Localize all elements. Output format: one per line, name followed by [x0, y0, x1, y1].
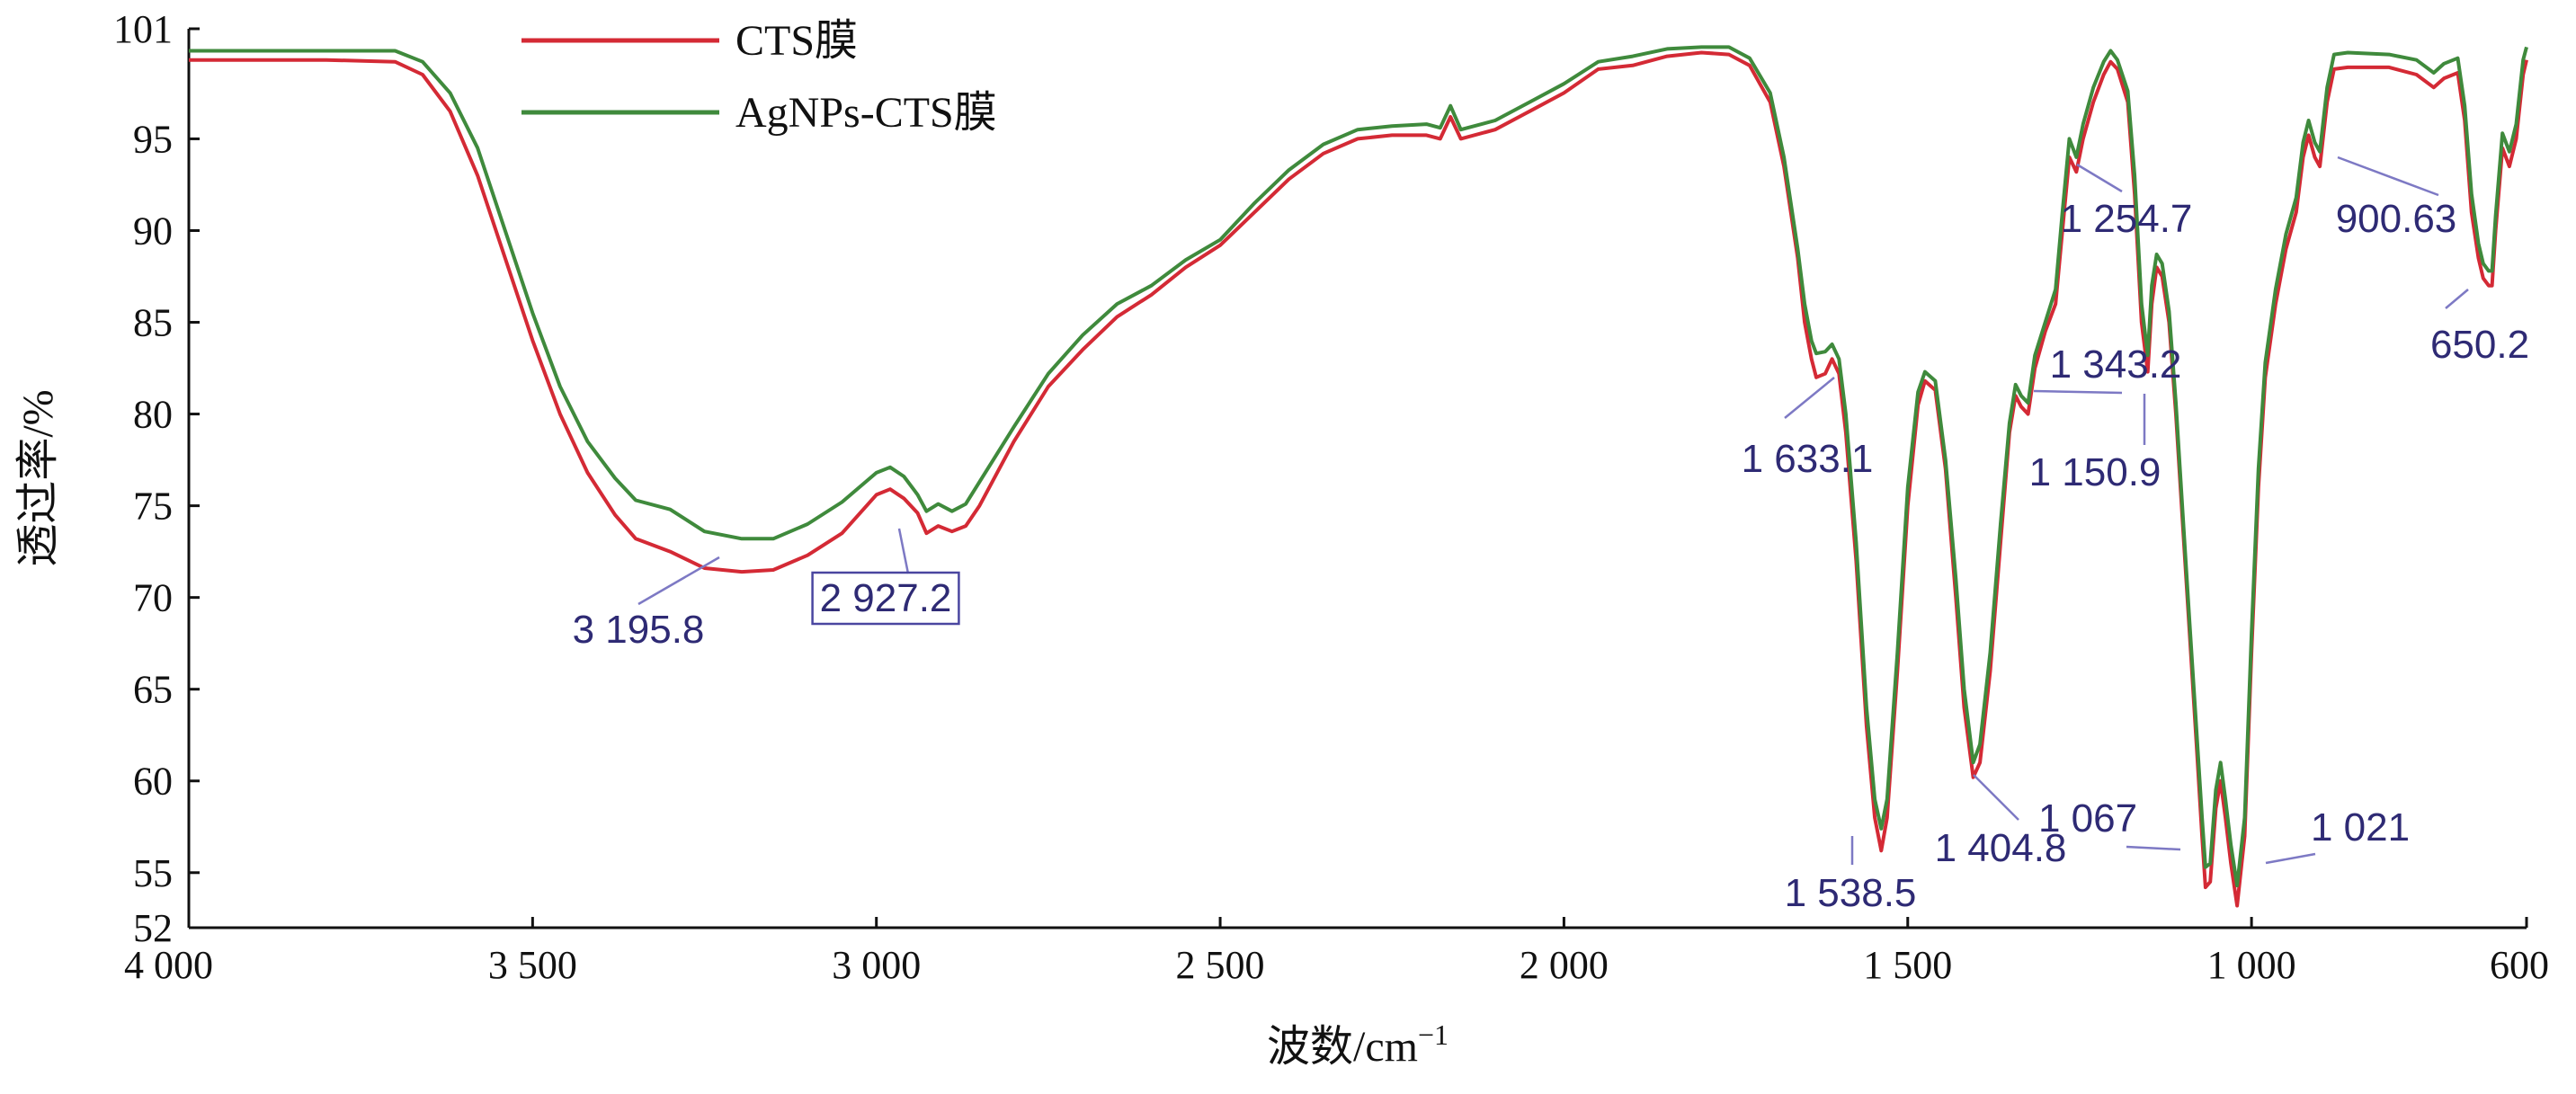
annotation-label-9: 1 067 — [2038, 796, 2137, 841]
series-layer — [189, 45, 2528, 908]
x-tick-label: 600 — [2490, 943, 2549, 987]
annotation-label-4: 1 538.5 — [1785, 871, 1917, 915]
annotation-label-6: 1 343.2 — [2050, 342, 2182, 387]
annotation-label-7: 1 254.7 — [2061, 197, 2193, 241]
annotation-label-10: 1 021 — [2311, 805, 2410, 849]
y-tick-label: 75 — [133, 485, 173, 529]
annotation-leader-11 — [2337, 156, 2439, 197]
annotation-label-8: 1 150.9 — [2029, 450, 2162, 494]
annotation-leader-5 — [1973, 774, 2019, 821]
x-tick-label: 2 000 — [1520, 943, 1609, 987]
legend-label-2: AgNPs-CTS膜 — [735, 89, 997, 137]
x-tick-label: 3 500 — [488, 943, 577, 987]
annotation-label-12: 650.2 — [2430, 323, 2529, 367]
legend: CTS膜 AgNPs-CTS膜 — [521, 17, 997, 137]
y-tick-label: 65 — [133, 668, 173, 712]
annotation-leader-10 — [2265, 852, 2316, 865]
annotation-label-3: 1 633.1 — [1742, 437, 1874, 481]
x-tick-label: 4 000 — [124, 943, 213, 987]
y-tick-label: 80 — [133, 393, 173, 437]
legend-label-1: CTS膜 — [735, 17, 858, 65]
y-axis-title: 透过率/% — [14, 389, 62, 566]
y-tick-label: 55 — [133, 851, 173, 895]
x-tick-label: 2 500 — [1176, 943, 1265, 987]
x-tick-label: 1 500 — [1863, 943, 1952, 987]
y-tick-label: 60 — [133, 760, 173, 804]
annotation-leader-2 — [897, 528, 910, 574]
x-tick-label: 1 000 — [2207, 943, 2296, 987]
axes: 4 000 3 500 3 000 2 500 2 000 1 500 1 000 600 5… — [113, 7, 2549, 987]
annotation-label-11: 900.63 — [2336, 197, 2457, 241]
y-tick-label: 101 — [113, 7, 173, 51]
x-axis-title: 波数/cm−1 — [1267, 1018, 1448, 1071]
annotation-leader-7 — [2076, 163, 2123, 193]
y-tick-label: 52 — [133, 906, 173, 950]
annotation-label-2: 2 927.2 — [820, 576, 952, 620]
annotation-layer: 3 195.8 2 927.2 1 633.1 1 538.5 1 404.8 1 343… — [573, 156, 2529, 915]
annotation-label-1: 3 195.8 — [573, 608, 705, 652]
y-tick-label: 90 — [133, 209, 173, 253]
annotation-leader-6 — [2033, 389, 2123, 395]
annotation-leader-12 — [2445, 289, 2469, 309]
y-ticks: 52 55 60 65 70 75 80 85 90 95 101 — [113, 7, 200, 950]
annotation-leader-3 — [1784, 377, 1835, 419]
series-line-2 — [189, 45, 2528, 888]
y-tick-label: 85 — [133, 301, 173, 345]
y-tick-label: 70 — [133, 576, 173, 620]
annotation-label-5: 1 404.8 — [1935, 826, 2067, 870]
annotation-leader-9 — [2126, 845, 2181, 851]
annotation-leader-1 — [637, 556, 720, 606]
x-axis-title-superscript: −1 — [1418, 1018, 1448, 1051]
y-tick-label: 95 — [133, 117, 173, 161]
x-ticks: 4 000 3 500 3 000 2 500 2 000 1 500 1 000 600 — [124, 917, 2549, 987]
series-line-1 — [189, 50, 2528, 908]
annotation-box-2 — [811, 571, 960, 626]
x-tick-label: 3 000 — [832, 943, 921, 987]
